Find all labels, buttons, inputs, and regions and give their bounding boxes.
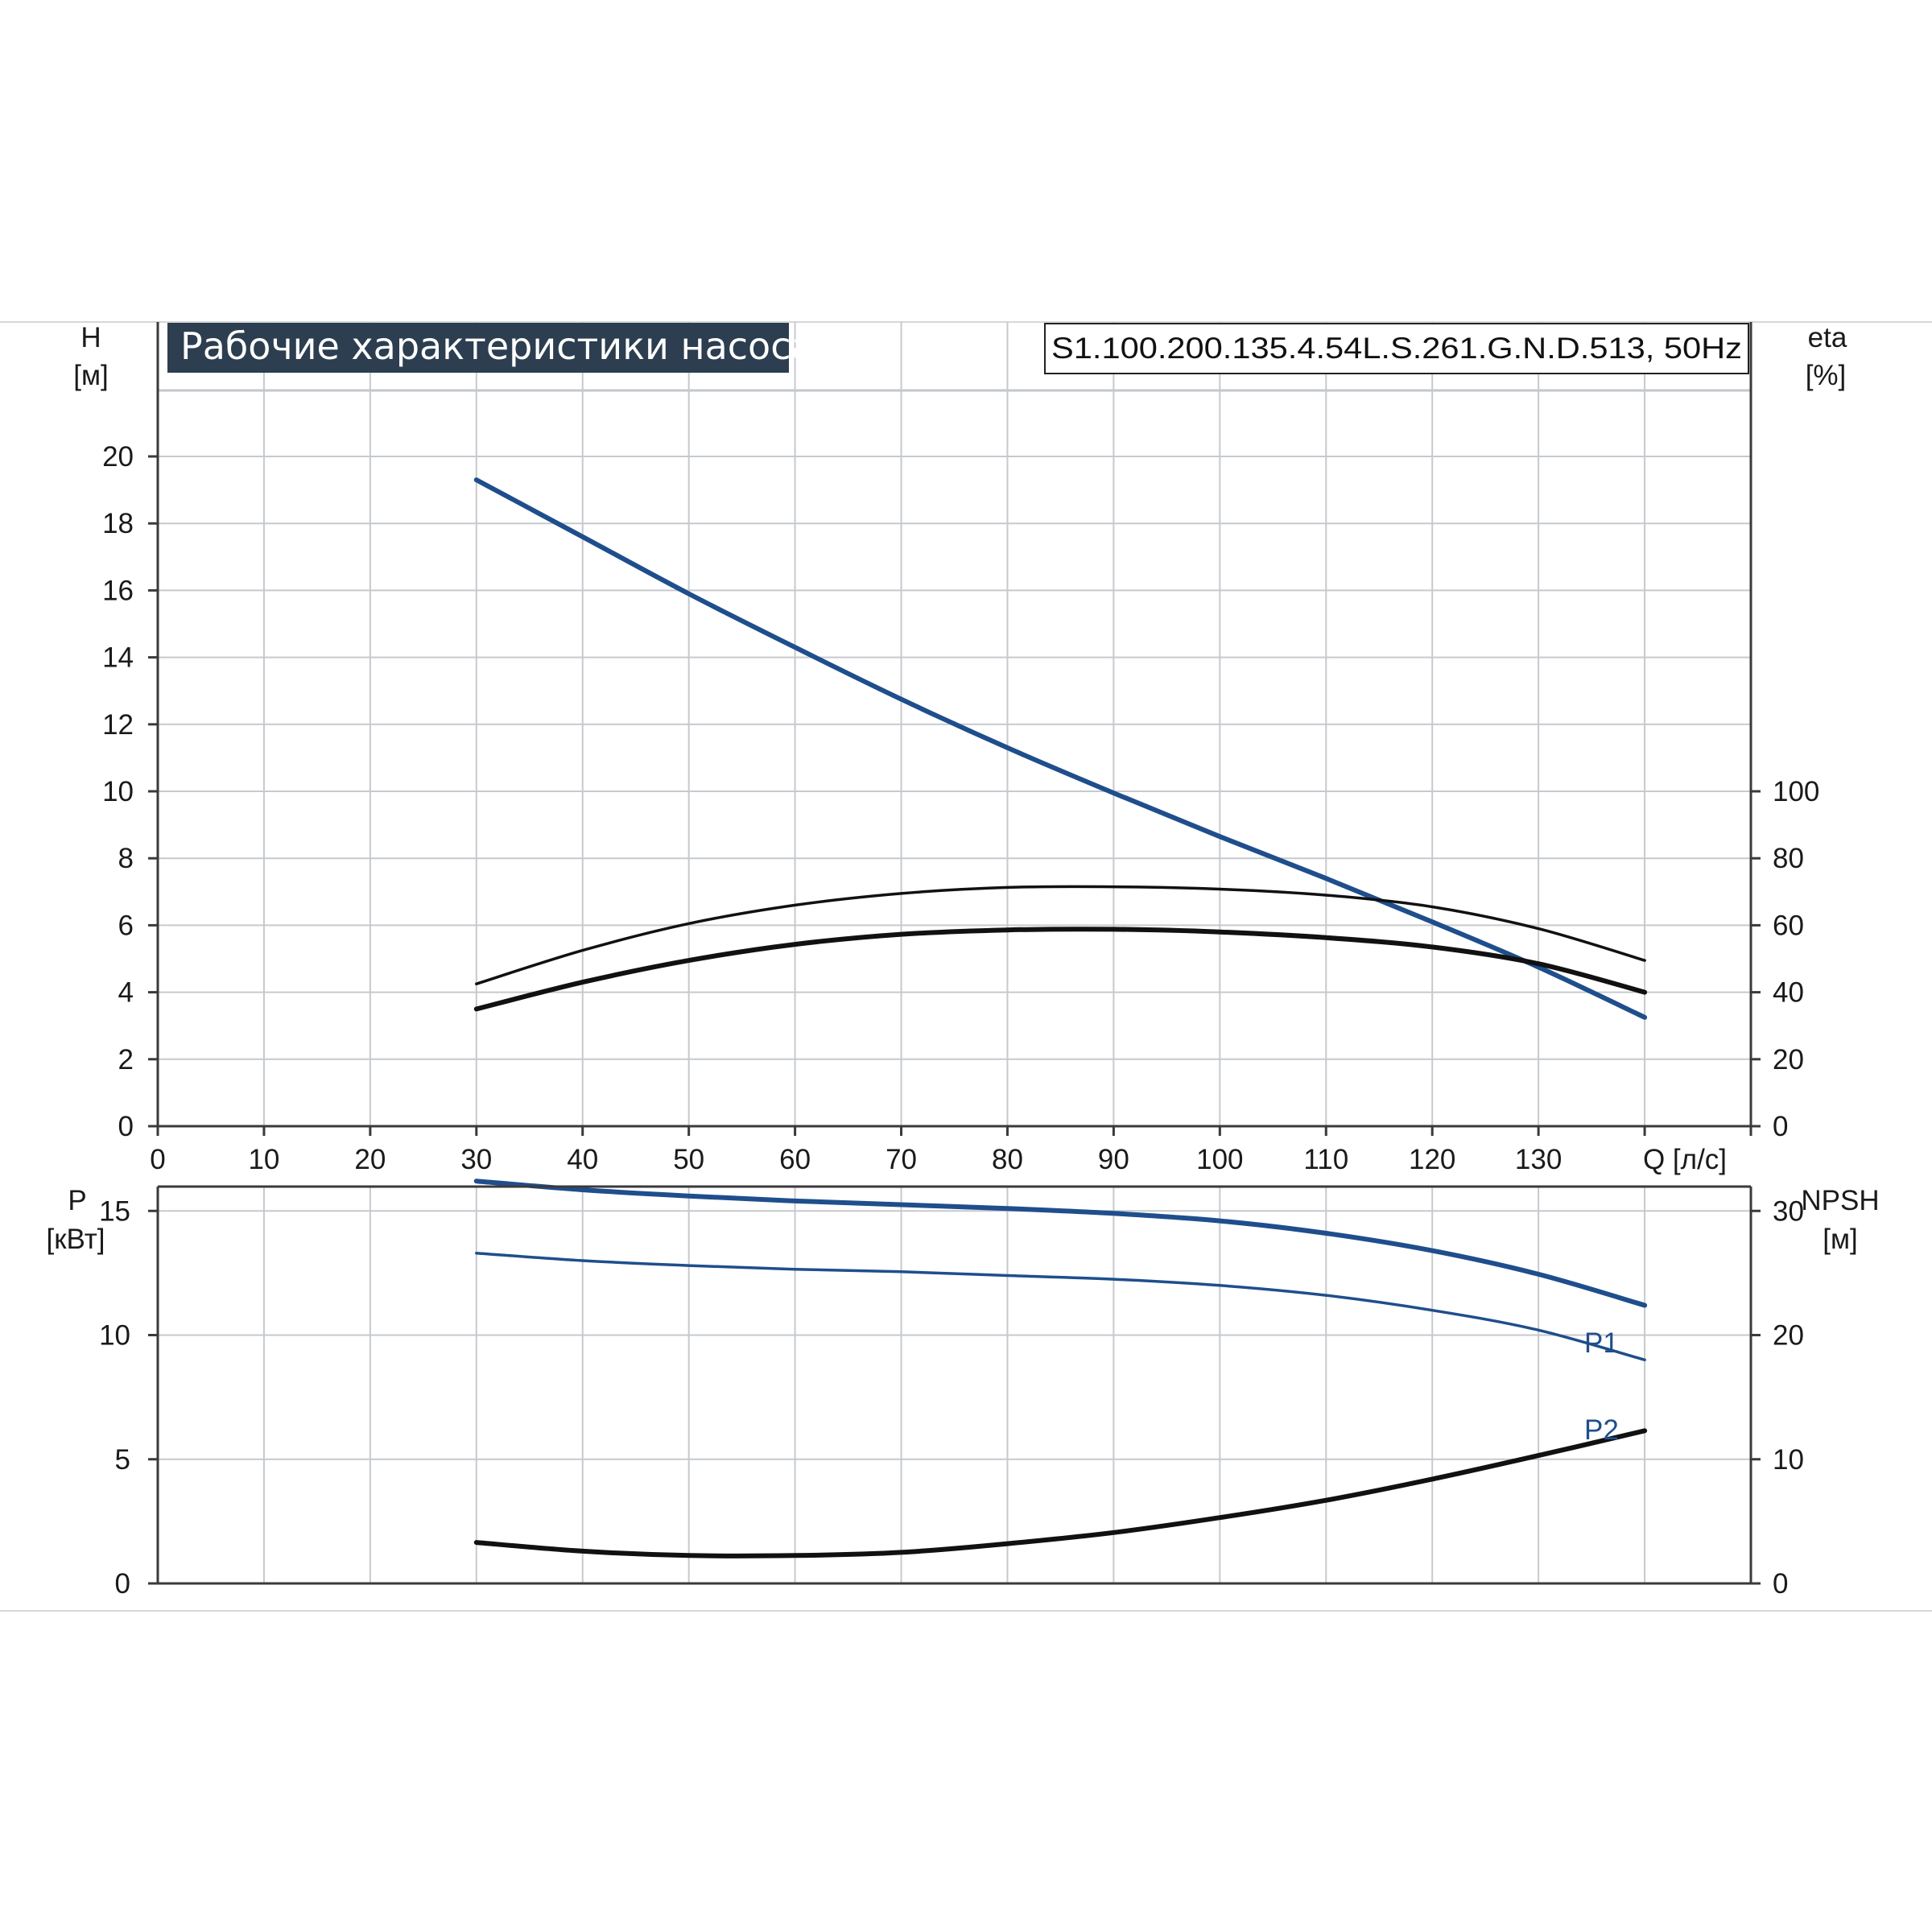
head-panel-curves — [473, 477, 1648, 1020]
y2-tick-label-bottom: 30 — [1773, 1195, 1804, 1227]
x-tick-label: 110 — [1303, 1144, 1348, 1175]
y2-axis-unit-npsh: [м] — [1823, 1224, 1858, 1255]
y2-tick-label: 20 — [1773, 1044, 1804, 1075]
y2-tick-label: 40 — [1773, 977, 1804, 1009]
y-axis-unit-power: [кВт] — [47, 1224, 105, 1255]
y2-tick-label: 100 — [1773, 776, 1819, 807]
y2-axis-label-npsh: NPSH — [1801, 1185, 1879, 1216]
y2-tick-label-bottom: 20 — [1773, 1320, 1804, 1352]
x-tick-label: 70 — [886, 1144, 917, 1175]
series-line-p1 — [473, 1179, 1648, 1308]
x-tick-label: 10 — [248, 1144, 279, 1175]
series-label-p1: P1 — [1584, 1327, 1619, 1359]
y-axis-label-head: H — [80, 322, 101, 353]
series-line-p2 — [475, 1251, 1646, 1362]
y2-tick-label-bottom: 0 — [1773, 1568, 1788, 1600]
y-tick-label: 10 — [102, 776, 134, 807]
y2-tick-label: 60 — [1773, 910, 1804, 941]
chart-title: Рабочие характеристики насоса — [180, 324, 814, 368]
power-panel-grid — [158, 1187, 1751, 1583]
y-axis-unit-head: [м] — [73, 360, 109, 391]
y2-axis-label-eta: eta — [1808, 322, 1847, 353]
y-axis-label-power: P — [68, 1185, 86, 1216]
y-tick-label: 20 — [102, 441, 134, 473]
y-tick-label: 2 — [118, 1044, 134, 1075]
y2-axis-unit-eta: [%] — [1806, 360, 1847, 391]
y-tick-label-bottom: 5 — [115, 1444, 130, 1476]
chart-axes: 0 10 20 30 40 50 60 70 80 90 100 110 120 130024681012… — [99, 322, 1819, 1600]
y2-tick-label: 0 — [1773, 1111, 1788, 1142]
x-tick-label: 120 — [1409, 1144, 1455, 1175]
y-tick-label: 0 — [118, 1111, 134, 1142]
y-tick-label: 14 — [102, 642, 134, 674]
chart-frame — [0, 321, 1932, 1612]
y-tick-label-bottom: 10 — [99, 1320, 130, 1352]
x-tick-label: 20 — [354, 1144, 386, 1175]
x-tick-label: 130 — [1515, 1144, 1562, 1175]
series-line-h — [473, 477, 1648, 1020]
series-label-p2: P2 — [1584, 1414, 1619, 1446]
head-panel-grid — [158, 322, 1751, 1126]
x-tick-label: 60 — [779, 1144, 811, 1175]
power-panel-curves — [473, 1179, 1648, 1558]
title-box: Рабочие характеристики насоса — [167, 323, 814, 373]
y-tick-label: 12 — [102, 709, 134, 741]
model-box: S1.100.200.135.4.54L.S.261.G.N.D.513, 50… — [1044, 323, 1749, 374]
x-tick-label: 40 — [567, 1144, 598, 1175]
y-tick-label: 6 — [118, 910, 134, 941]
series-line-eta-2 — [473, 927, 1648, 1012]
x-tick-label: 50 — [673, 1144, 704, 1175]
x-axis-label: Q [л/с] — [1643, 1144, 1727, 1175]
model-label: S1.100.200.135.4.54L.S.261.G.N.D.513, 50… — [1051, 332, 1742, 365]
y-tick-label-bottom: 0 — [115, 1568, 130, 1600]
x-tick-label: 80 — [992, 1144, 1023, 1175]
y2-tick-label: 80 — [1773, 843, 1804, 874]
x-tick-label: 100 — [1196, 1144, 1243, 1175]
x-tick-label: 90 — [1098, 1144, 1129, 1175]
x-tick-label: 0 — [150, 1144, 165, 1175]
y2-tick-label-bottom: 10 — [1773, 1444, 1804, 1476]
series-line-npsh — [473, 1428, 1648, 1558]
y-tick-label-bottom: 15 — [99, 1195, 130, 1227]
y-tick-label: 4 — [118, 977, 134, 1009]
series-line-eta-1 — [475, 885, 1646, 985]
x-tick-label: 30 — [460, 1144, 492, 1175]
y-tick-label: 8 — [118, 843, 134, 874]
y-tick-label: 16 — [102, 575, 134, 606]
y-tick-label: 18 — [102, 508, 134, 539]
